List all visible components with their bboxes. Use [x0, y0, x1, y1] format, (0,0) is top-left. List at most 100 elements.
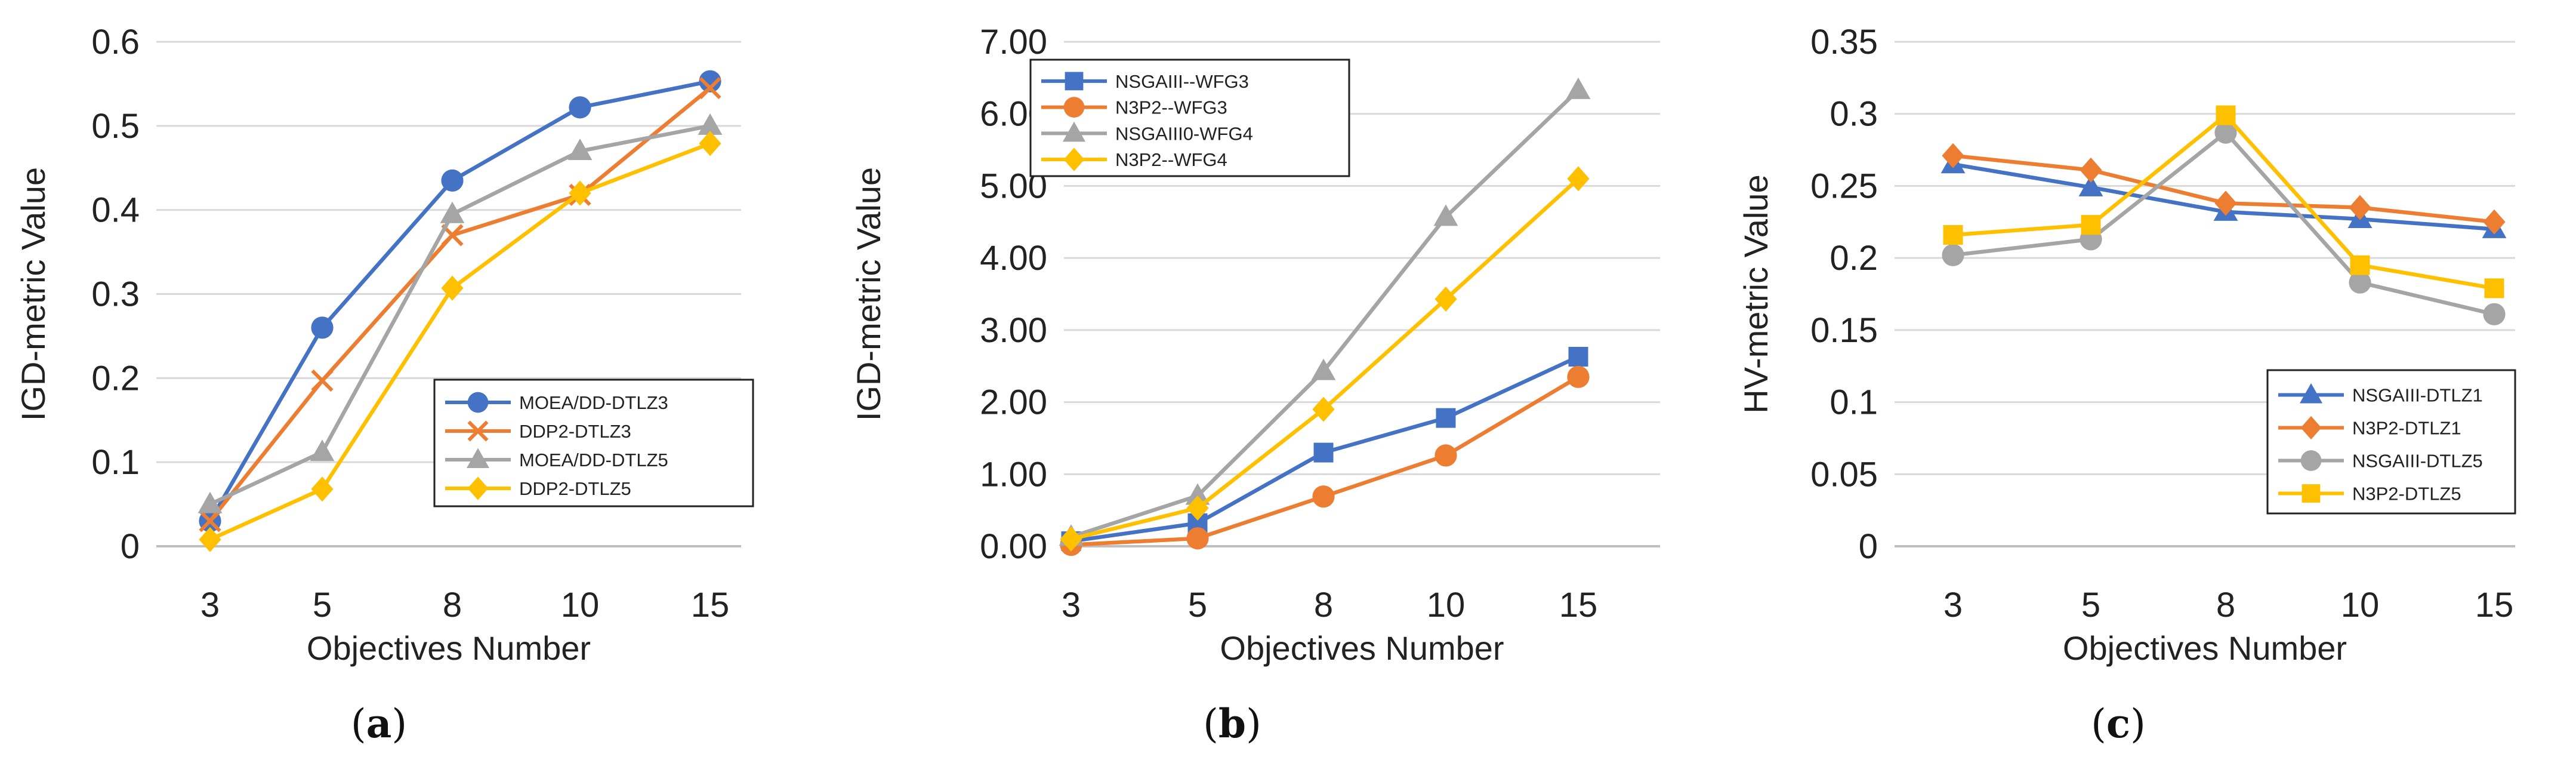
x-tick-label: 5	[1188, 586, 1207, 624]
legend-label: NSGAIII0-WFG4	[1115, 123, 1253, 144]
x-tick-label: 10	[1427, 586, 1466, 624]
data-point	[1186, 527, 1209, 550]
y-tick-label: 0.3	[91, 275, 140, 314]
legend-label: N3P2--WFG4	[1115, 149, 1227, 170]
data-point	[1311, 358, 1336, 380]
x-tick-label: 15	[2475, 586, 2514, 624]
series-MOEA/DD-DTLZ3	[199, 70, 721, 533]
legend-marker	[467, 392, 489, 413]
data-point	[1185, 483, 1210, 505]
data-point	[198, 491, 223, 513]
x-tick-label: 3	[1062, 586, 1081, 624]
data-point	[311, 316, 334, 339]
data-point	[1942, 244, 1964, 266]
data-point	[310, 439, 335, 461]
data-point	[698, 113, 723, 135]
data-point	[2081, 215, 2101, 235]
legend-marker	[2300, 450, 2322, 471]
x-tick-label: 15	[691, 586, 730, 624]
y-axis-title: IGD-metric Value	[14, 167, 52, 421]
y-axis-title: IGD-metric Value	[850, 167, 887, 421]
legend-marker	[1063, 97, 1085, 118]
data-point	[2483, 303, 2506, 325]
x-tick-label: 10	[561, 586, 600, 624]
data-point	[2214, 190, 2237, 216]
data-point	[699, 131, 721, 156]
data-point	[1942, 143, 1964, 168]
series-N3P2-DTLZ5	[1943, 105, 2504, 299]
legend-marker	[2300, 416, 2322, 440]
data-point	[2078, 174, 2103, 196]
data-point	[2349, 271, 2371, 294]
x-axis-title: Objectives Number	[1220, 629, 1504, 667]
legend-label: N3P2--WFG3	[1115, 97, 1227, 118]
legend: NSGAIII--WFG3 N3P2--WFG3 NSGAIII0-WFG4 N3P2…	[1029, 59, 1350, 177]
legend-marker	[1062, 121, 1086, 142]
y-tick-label: 0.35	[1810, 23, 1878, 61]
legend-label: NSGAIII--WFG3	[1115, 71, 1249, 92]
series-line	[1070, 177, 1580, 541]
data-point	[2350, 255, 2370, 275]
data-point	[699, 70, 721, 93]
y-tick-label: 0.15	[1810, 311, 1878, 350]
legend: NSGAIII-DTLZ1 N3P2-DTLZ1 NSGAIII-DTLZ5 N3P2…	[2266, 369, 2516, 515]
data-point	[1436, 408, 1456, 428]
y-tick-label: 2.00	[980, 383, 1047, 422]
y-tick-label: 0.00	[980, 527, 1047, 566]
x-tick-label: 3	[200, 586, 220, 624]
y-tick-label: 0.2	[1830, 239, 1878, 278]
x-tick-label: 5	[313, 586, 332, 624]
data-point	[311, 369, 334, 392]
y-tick-label: 0	[121, 527, 140, 566]
legend-label: MOEA/DD-DTLZ3	[519, 392, 668, 413]
legend-label: DDP2-DTLZ5	[519, 478, 631, 499]
data-point	[1568, 347, 1588, 367]
x-tick-label: 8	[1314, 586, 1333, 624]
data-point	[2216, 105, 2236, 125]
data-point	[441, 169, 464, 192]
data-point	[1312, 396, 1335, 422]
legend-marker	[2302, 484, 2321, 503]
data-point	[569, 180, 591, 206]
chart-panel-a: 0 0.1 0.2 0.3 0.4 0.5 0.6 3 5 8 10 15 Objectives Num…	[14, 23, 754, 747]
panel-label: (a)	[351, 700, 407, 747]
x-tick-label: 8	[2216, 586, 2235, 624]
data-point	[1434, 444, 1457, 467]
data-point	[441, 275, 464, 301]
panel-label: (c)	[2091, 700, 2146, 747]
data-point	[699, 76, 721, 100]
data-point	[440, 201, 465, 223]
data-point	[1433, 204, 1458, 226]
series-N3P2--WFG3	[1060, 365, 1590, 556]
data-point	[199, 527, 221, 552]
legend-marker	[466, 448, 490, 468]
y-tick-label: 0.5	[91, 107, 140, 146]
data-point	[1943, 225, 1963, 245]
panel-label: (b)	[1203, 700, 1261, 747]
legend-box	[1029, 59, 1350, 177]
series-NSGAIII-DTLZ5	[1942, 121, 2506, 325]
data-point	[1186, 496, 1209, 521]
legend-box	[433, 379, 754, 507]
data-point	[569, 96, 591, 119]
y-tick-label: 0.6	[91, 23, 140, 61]
data-point	[311, 476, 334, 502]
legend: MOEA/DD-DTLZ3 DDP2-DTLZ3 MOEA/DD-DTLZ5 DDP2…	[433, 379, 754, 507]
y-tick-label: 0	[1859, 527, 1878, 566]
data-point	[2349, 195, 2371, 220]
legend-label: DDP2-DTLZ3	[519, 421, 631, 442]
x-tick-label: 3	[1943, 586, 1963, 624]
y-tick-label: 7.00	[980, 23, 1047, 61]
legend-label: N3P2-DTLZ5	[2352, 484, 2461, 504]
data-point	[1434, 286, 1457, 312]
legend-marker	[1065, 72, 1084, 91]
series-DDP2-DTLZ3	[199, 76, 721, 533]
y-axis-title: HV-metric Value	[1737, 174, 1775, 413]
x-tick-label: 10	[2341, 586, 2380, 624]
series-DDP2-DTLZ5	[199, 131, 721, 552]
legend-label: MOEA/DD-DTLZ5	[519, 450, 668, 470]
legend-marker	[1063, 147, 1085, 171]
y-tick-label: 0.05	[1810, 455, 1878, 494]
x-tick-label: 15	[1559, 586, 1598, 624]
data-point	[2484, 278, 2504, 299]
